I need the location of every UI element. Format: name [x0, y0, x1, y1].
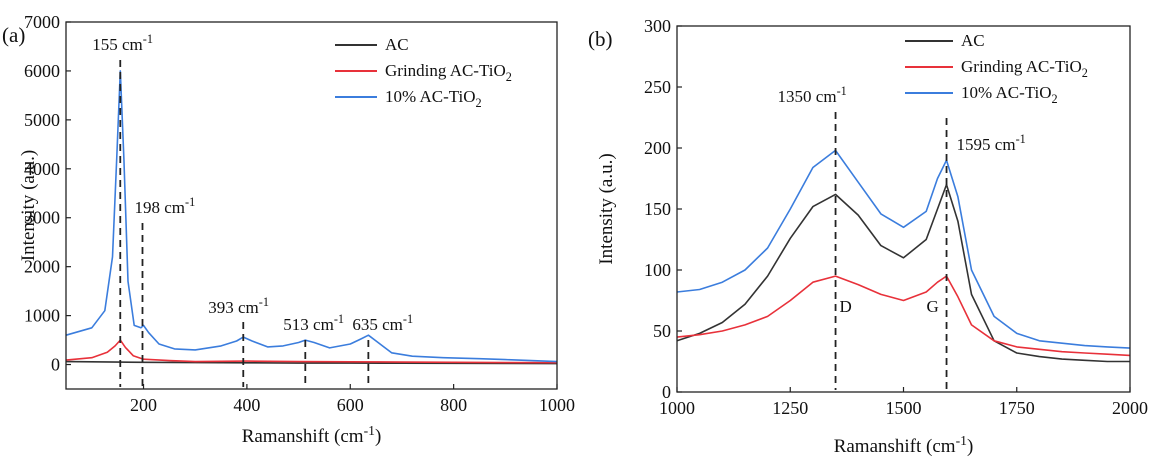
legend-entry: AC	[961, 31, 985, 50]
y-tick-label: 2000	[24, 257, 60, 277]
y-tick-label: 5000	[24, 110, 60, 130]
peak-label: 198 cm-1	[134, 195, 195, 217]
series-line-3	[676, 149, 1131, 349]
y-tick-label: 0	[51, 355, 60, 375]
y-tick-label: 100	[644, 260, 671, 280]
y-tick-label: 300	[644, 16, 671, 36]
panel-label: (a)	[2, 23, 25, 47]
legend-entry: 10% AC-TiO2	[961, 83, 1058, 106]
y-tick-label: 0	[662, 382, 671, 402]
legend-entry: AC	[385, 35, 409, 54]
band-label: D	[840, 297, 852, 316]
peak-label: 513 cm-1	[283, 312, 344, 334]
peak-label: 393 cm-1	[208, 295, 269, 317]
x-tick-label: 2000	[1112, 398, 1148, 418]
y-axis-label: Intensity (a.u.)	[596, 153, 617, 264]
peak-label: 635 cm-1	[352, 312, 413, 334]
x-tick-label: 1250	[772, 398, 808, 418]
series-line-1	[676, 183, 1130, 363]
y-tick-label: 4000	[24, 159, 60, 179]
y-tick-label: 200	[644, 138, 671, 158]
chart-panel-a: 155 cm-1 198 cm-1 393 cm-1 513 cm-1 635 cm-1…	[2, 12, 575, 447]
x-tick-label: 800	[440, 395, 467, 415]
y-tick-label: 250	[644, 77, 671, 97]
panel-label: (b)	[588, 27, 613, 51]
x-tick-label: 600	[337, 395, 364, 415]
y-tick-label: 150	[644, 199, 671, 219]
y-tick-label: 7000	[24, 12, 60, 32]
legend-entry: 10% AC-TiO2	[385, 87, 482, 110]
legend-entry: Grinding AC-TiO2	[385, 61, 512, 84]
x-tick-label: 400	[233, 395, 260, 415]
x-tick-label: 200	[130, 395, 157, 415]
series-line-3	[65, 70, 558, 363]
peak-label: 1350 cm-1	[778, 84, 847, 106]
y-tick-label: 3000	[24, 208, 60, 228]
plot-frame	[676, 25, 1131, 393]
legend-entry: Grinding AC-TiO2	[961, 57, 1088, 80]
x-axis-label: Ramanshift (cm-1)	[834, 433, 974, 457]
y-tick-label: 50	[653, 321, 671, 341]
band-label: G	[927, 297, 939, 316]
plot-frame	[65, 21, 558, 390]
peak-label: 155 cm-1	[92, 32, 153, 54]
series-line-2	[676, 275, 1131, 357]
x-tick-label: 1000	[659, 398, 695, 418]
x-tick-label: 1750	[999, 398, 1035, 418]
y-tick-label: 1000	[24, 306, 60, 326]
y-axis-label: Intensity (a.u.)	[18, 150, 39, 261]
x-tick-label: 1500	[886, 398, 922, 418]
peak-label: 1595 cm-1	[957, 132, 1026, 154]
series-line-1	[65, 360, 558, 365]
x-tick-label: 1000	[539, 395, 575, 415]
x-axis-label: Ramanshift (cm-1)	[242, 423, 382, 447]
y-tick-label: 6000	[24, 61, 60, 81]
series-line-2	[65, 339, 558, 364]
